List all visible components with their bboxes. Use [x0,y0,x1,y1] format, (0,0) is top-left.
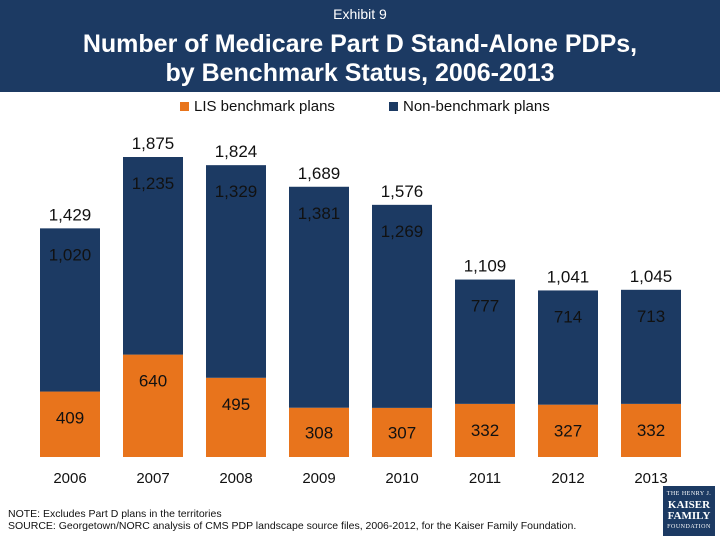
value-label-benchmark-2010: 307 [388,423,416,442]
bar-non-benchmark-2008 [206,165,266,378]
chart-title: Number of Medicare Part D Stand-Alone PD… [0,30,720,88]
bar-benchmark-2007 [123,354,183,457]
legend-label-benchmark: LIS benchmark plans [194,98,335,115]
bar-benchmark-2011 [455,403,515,457]
exhibit-label: Exhibit 9 [333,6,387,22]
note-text: NOTE: Excludes Part D plans in the terri… [8,508,222,520]
legend: LIS benchmark plans Non-benchmark plans [0,98,720,118]
value-label-non-benchmark-2010: 1,269 [381,222,424,241]
value-label-non-benchmark-2006: 1,020 [49,245,92,264]
value-label-non-benchmark-2009: 1,381 [298,204,341,223]
bar-non-benchmark-2010 [372,204,432,408]
total-label-2011: 1,109 [464,257,507,276]
x-tick-2010: 2010 [385,470,418,487]
logo-line-3: FAMILY [667,510,711,522]
total-label-2013: 1,045 [630,267,673,286]
title-line-1: Number of Medicare Part D Stand-Alone PD… [82,30,638,58]
value-label-benchmark-2009: 308 [305,423,333,442]
value-label-non-benchmark-2008: 1,329 [215,182,258,201]
kff-logo: THE HENRY J. KAISER FAMILY FOUNDATION [663,486,715,536]
legend-item-non-benchmark: Non-benchmark plans [389,98,550,115]
bar-benchmark-2012 [538,404,598,457]
value-label-non-benchmark-2012: 714 [554,307,582,326]
stacked-bar-chart: 409 1,020 1,429 640 1,235 1,875 495 1,329 1,824 3… [40,134,681,487]
bar-benchmark-2013 [621,403,681,457]
x-tick-2008: 2008 [219,470,252,487]
value-label-benchmark-2012: 327 [554,422,582,441]
value-label-non-benchmark-2007: 1,235 [132,174,175,193]
x-axis-ticks: 2006 2007 2008 2009 2010 2011 2012 2013 [53,470,667,487]
x-tick-2007: 2007 [136,470,169,487]
x-tick-2009: 2009 [302,470,335,487]
bar-non-benchmark-2011 [455,279,515,404]
total-label-2009: 1,689 [298,164,341,183]
bar-benchmark-2009 [289,407,349,457]
bar-benchmark-2008 [206,377,266,457]
legend-item-benchmark: LIS benchmark plans [180,98,335,115]
value-label-benchmark-2013: 332 [637,421,665,440]
value-label-benchmark-2008: 495 [222,395,250,414]
value-label-benchmark-2007: 640 [139,372,167,391]
bar-non-benchmark-2013 [621,289,681,404]
legend-label-non-benchmark: Non-benchmark plans [403,98,550,115]
title-line-2: by Benchmark Status, 2006-2013 [165,59,555,87]
legend-swatch-non-benchmark [389,101,398,111]
bar-benchmark-2010 [372,407,432,457]
value-label-non-benchmark-2011: 777 [471,297,499,316]
value-label-benchmark-2006: 409 [56,409,84,428]
logo-line-4: FOUNDATION [667,524,711,530]
bar-benchmark-2006 [40,391,100,457]
legend-swatch-benchmark [180,101,189,111]
total-label-2006: 1,429 [49,205,92,224]
total-label-2012: 1,041 [547,267,590,286]
header-banner: Exhibit 9 Number of Medicare Part D Stan… [0,0,720,92]
x-tick-2013: 2013 [634,470,667,487]
footnotes: NOTE: Excludes Part D plans in the terri… [8,508,576,532]
logo-line-1: THE HENRY J. [666,491,712,497]
total-label-2010: 1,576 [381,182,424,201]
total-label-2008: 1,824 [215,142,258,161]
bar-non-benchmark-2007 [123,157,183,355]
x-tick-2011: 2011 [469,470,501,487]
bar-non-benchmark-2006 [40,228,100,392]
bars-layer [40,157,681,457]
source-text: SOURCE: Georgetown/NORC analysis of CMS … [8,520,577,532]
logo-line-2: KAISER [667,499,711,511]
x-tick-2012: 2012 [551,470,584,487]
labels-layer: 409 1,020 1,429 640 1,235 1,875 495 1,329 1,824 3… [49,134,673,442]
bar-non-benchmark-2009 [289,186,349,408]
bar-non-benchmark-2012 [538,290,598,405]
total-label-2007: 1,875 [132,134,175,153]
value-label-benchmark-2011: 332 [471,421,499,440]
x-tick-2006: 2006 [53,470,86,487]
value-label-non-benchmark-2013: 713 [637,307,665,326]
